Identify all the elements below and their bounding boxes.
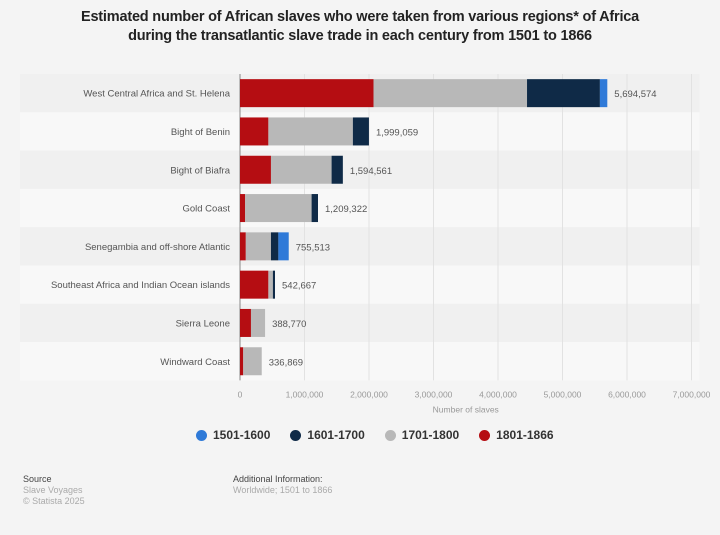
legend-swatch: [196, 429, 207, 441]
x-tick-label: 3,000,000: [415, 389, 453, 399]
legend-label: 1701-1800: [401, 428, 460, 442]
bar-segment-1801-1866: [240, 232, 246, 261]
legend-swatch: [290, 429, 302, 441]
info-text: Worldwide; 1501 to 1866: [233, 485, 333, 495]
legend-label: 1601-1700: [307, 428, 365, 442]
info-heading: Additional Information:: [233, 474, 323, 484]
data-label: 1,209,322: [325, 204, 367, 215]
legend-swatch: [384, 429, 396, 441]
bar-segment-1601-1700: [272, 270, 276, 299]
bar-segment-1601-1700: [352, 117, 369, 146]
bar-segment-1601-1700: [331, 155, 343, 184]
bar-segment-1701-1800: [243, 347, 262, 376]
bar-segment-1601-1700: [527, 79, 600, 108]
x-tick-label: 7,000,000: [673, 389, 711, 399]
legend-swatch: [479, 429, 491, 441]
data-label: 1,999,059: [376, 127, 418, 138]
legend-label: 1801-1866: [496, 428, 554, 442]
bar-segment-1701-1800: [245, 194, 312, 223]
bar-segment-1601-1700: [311, 194, 319, 223]
bar-segment-1801-1866: [240, 79, 374, 108]
row-band: [20, 303, 700, 343]
category-label: Bight of Biafra: [170, 165, 230, 176]
category-label: Gold Coast: [182, 204, 230, 215]
bar-segment-1801-1866: [240, 194, 246, 223]
x-tick-label: 0: [238, 389, 243, 399]
bar-segment-1801-1866: [240, 155, 271, 184]
bar-segment-1701-1800: [270, 155, 332, 184]
x-axis-title: Number of slaves: [433, 404, 499, 414]
title-line-1: Estimated number of African slaves who w…: [80, 9, 640, 25]
data-label: 5,694,574: [614, 89, 656, 100]
category-label: Bight of Benin: [171, 127, 230, 138]
chart-title: Estimated number of African slaves who w…: [0, 8, 720, 46]
bar-chart: 0 1,000,000 2,000,000 3,000,000 4,000,000 5,0…: [20, 74, 711, 415]
data-label: 1,594,561: [350, 166, 392, 177]
bar-segment-1601-1700: [270, 232, 279, 261]
category-label: Windward Coast: [160, 357, 230, 368]
row-band: [20, 150, 700, 189]
x-tick-label: 1,000,000: [286, 389, 324, 399]
legend: 1501-1600 1601-1700 1701-1800 1801-1866: [196, 428, 554, 442]
bar-segment-1801-1866: [240, 117, 269, 146]
x-tick-label: 5,000,000: [544, 389, 582, 399]
legend-item-1601-1700[interactable]: 1601-1700: [290, 428, 365, 442]
category-label: Sierra Leone: [176, 318, 230, 329]
source-heading: Source: [23, 474, 52, 484]
x-tick-label: 4,000,000: [479, 389, 517, 399]
row-band: [20, 188, 700, 228]
legend-item-1701-1800[interactable]: 1701-1800: [384, 428, 460, 442]
row-band: [20, 227, 700, 266]
data-label: 336,869: [269, 357, 303, 368]
additional-info-block: Additional Information: Worldwide; 1501 …: [233, 474, 332, 496]
legend-item-1501-1600[interactable]: 1501-1600: [196, 428, 270, 442]
row-band: [20, 342, 700, 381]
bar-segment-1701-1800: [373, 79, 528, 108]
bar-segment-1801-1866: [240, 270, 269, 299]
bar-segment-1701-1800: [245, 232, 271, 261]
x-tick-label: 6,000,000: [608, 389, 646, 399]
category-label: Southeast Africa and Indian Ocean island…: [51, 280, 230, 291]
data-label: 388,770: [272, 319, 306, 330]
source-block: Source Slave Voyages © Statista 2025: [23, 474, 85, 507]
row-band: [20, 265, 700, 304]
category-label: Senegambia and off-shore Atlantic: [85, 242, 230, 253]
legend-item-1801-1866[interactable]: 1801-1866: [479, 428, 554, 442]
bar-segment-1501-1600: [278, 232, 289, 261]
bar-segment-1701-1800: [268, 117, 353, 146]
data-label: 542,667: [282, 281, 316, 292]
legend-label: 1501-1600: [213, 428, 271, 442]
title-line-2: during the transatlantic slave trade in …: [128, 28, 592, 44]
source-name[interactable]: Slave Voyages: [23, 485, 83, 495]
bar-segment-1701-1800: [250, 308, 266, 337]
category-label: West Central Africa and St. Helena: [83, 89, 230, 100]
bar-segment-1801-1866: [240, 308, 251, 337]
bar-segment-1501-1600: [599, 79, 608, 108]
data-label: 755,513: [296, 242, 330, 253]
bar-segment-1701-1800: [268, 270, 273, 299]
bar-segment-1801-1866: [240, 347, 244, 376]
copyright[interactable]: © Statista 2025: [23, 496, 85, 506]
x-tick-label: 2,000,000: [350, 389, 388, 399]
